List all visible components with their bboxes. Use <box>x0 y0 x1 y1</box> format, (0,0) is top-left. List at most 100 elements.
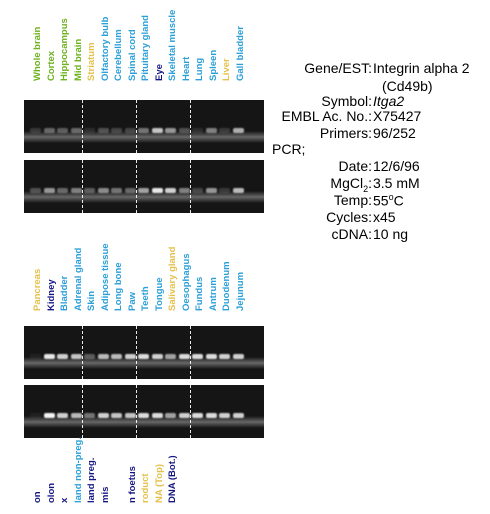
tissue-label-panel-2-4: Skin <box>86 290 97 311</box>
gel-band <box>30 354 41 359</box>
tissue-label-panel-3-7: n foetus <box>126 466 138 503</box>
embl-value: X75427 <box>373 108 422 124</box>
gel-band <box>70 354 82 359</box>
gel-band <box>192 413 203 418</box>
tissue-label-panel-1-8: Pituitary gland <box>140 15 151 81</box>
gel-band <box>97 128 109 133</box>
gene-label: Gene/EST: <box>304 60 372 76</box>
gel-band <box>57 354 68 359</box>
tissue-label-panel-2-11: Oesophagus <box>180 253 192 311</box>
gel-band <box>138 413 149 418</box>
lane-group-divider <box>82 100 83 153</box>
gel-band <box>219 413 230 418</box>
gel-band <box>57 128 68 133</box>
lane-group-divider <box>190 100 191 153</box>
gel-band <box>84 188 95 193</box>
gel-band <box>97 354 109 359</box>
gel-band <box>124 188 136 193</box>
cdna-value: 10 ng <box>373 226 409 242</box>
symbol-label: Symbol: <box>321 93 372 109</box>
gel-band <box>84 354 95 359</box>
gel-band <box>138 354 149 359</box>
tissue-label-panel-1-9: Eye <box>153 64 165 81</box>
gel-band <box>70 188 82 193</box>
gel-band <box>232 354 244 359</box>
temp-label: Temp: <box>333 192 372 208</box>
gel-band <box>219 354 230 359</box>
tissue-label-panel-3-2: x <box>59 497 70 503</box>
temp-value-degree: o <box>388 192 394 202</box>
temp-value-unit: C <box>393 192 404 209</box>
gel-band <box>111 188 122 193</box>
tissue-label-panel-2-7: Paw <box>126 291 138 311</box>
tissue-label-panel-3-1: olon <box>45 482 57 503</box>
gel-band <box>43 128 55 133</box>
tissue-label-panel-1-1: Cortex <box>45 50 57 81</box>
tissue-label-panel-1-7: Spinal cord <box>126 29 138 81</box>
cdna-label: cDNA: <box>331 226 372 242</box>
mgcl2-label: MgCl2: <box>330 175 372 194</box>
date-value: 12/6/96 <box>373 158 420 174</box>
gel-band <box>43 188 55 193</box>
gel-band <box>84 128 95 133</box>
gel-band <box>84 413 95 418</box>
gel-band <box>70 128 82 133</box>
tissue-label-panel-2-6: Long bone <box>113 262 124 311</box>
primers-value: 96/252 <box>373 125 416 141</box>
tissue-label-panel-1-6: Cerebellum <box>113 29 124 81</box>
tissue-label-panel-2-15: Jejunum <box>234 271 246 311</box>
tissue-label-panel-1-15: Gall bladder <box>234 26 246 81</box>
gel-band <box>165 128 176 133</box>
gel-band <box>205 354 217 359</box>
mgcl2-label-colon: : <box>368 175 372 191</box>
tissue-labels-panel-1: Whole brain Cortex Hippocampus Mid brain Str… <box>24 0 264 92</box>
gel-band <box>57 413 68 418</box>
mgcl2-label-subscript: 2 <box>363 183 369 194</box>
gel-band <box>30 188 41 193</box>
mgcl2-value: 3.5 mM <box>373 175 420 191</box>
tissue-label-panel-1-11: Heart <box>180 56 192 81</box>
tissue-label-panel-2-9: Tongue <box>153 277 165 311</box>
gel-band <box>151 354 163 359</box>
tissue-label-panel-1-0: Whole brain <box>32 26 43 81</box>
tissue-label-panel-2-12: Fundus <box>194 276 205 311</box>
lane-group-divider <box>136 100 137 153</box>
gel-band <box>165 413 176 418</box>
gel-image-panel-1-bottom <box>24 160 264 213</box>
lane-group-divider <box>136 326 137 379</box>
tissue-label-panel-2-10: Salivary gland <box>167 246 178 311</box>
tissue-label-panel-3-3: land non-preg. <box>72 437 84 503</box>
gel-band <box>219 128 230 133</box>
tissue-label-panel-3-4: land preg. <box>86 457 97 503</box>
mgcl2-label-main: MgCl <box>330 175 364 191</box>
tissue-label-panel-3-5: mis <box>99 486 111 503</box>
gel-band <box>111 128 122 133</box>
gel-band <box>192 354 203 359</box>
lane-group-divider <box>190 326 191 379</box>
primer-dimer-smear <box>24 191 264 203</box>
gel-band <box>111 354 122 359</box>
gel-band <box>192 188 203 193</box>
tissue-label-panel-2-8: Teeth <box>140 286 151 311</box>
tissue-labels-panel-2: Pancreas Kidney Bladder Adrenal gland Skin Ad… <box>24 222 264 322</box>
gel-band <box>43 354 55 359</box>
tissue-label-panel-3-8: roduct <box>140 473 151 503</box>
tissue-label-panel-2-3: Adrenal gland <box>72 247 84 311</box>
gel-band <box>124 413 136 418</box>
lane-group-divider <box>82 385 83 438</box>
lane-group-divider <box>82 326 83 379</box>
tissue-label-panel-3-0: on <box>32 491 43 503</box>
cycles-label: Cycles: <box>326 209 372 225</box>
gel-image-panel-2-top <box>24 326 264 379</box>
tissue-labels-panel-3: on olon x land non-preg. land preg. mis n foet… <box>24 414 264 514</box>
gene-value-alias: (Cd49b) <box>382 78 433 94</box>
gel-band <box>165 188 176 193</box>
gel-band <box>178 354 190 359</box>
gel-band <box>232 128 244 133</box>
primer-dimer-smear <box>24 357 264 369</box>
gel-band <box>232 188 244 193</box>
tissue-label-panel-1-13: Spleen <box>207 49 219 81</box>
gel-band <box>57 188 68 193</box>
gel-band <box>178 128 190 133</box>
